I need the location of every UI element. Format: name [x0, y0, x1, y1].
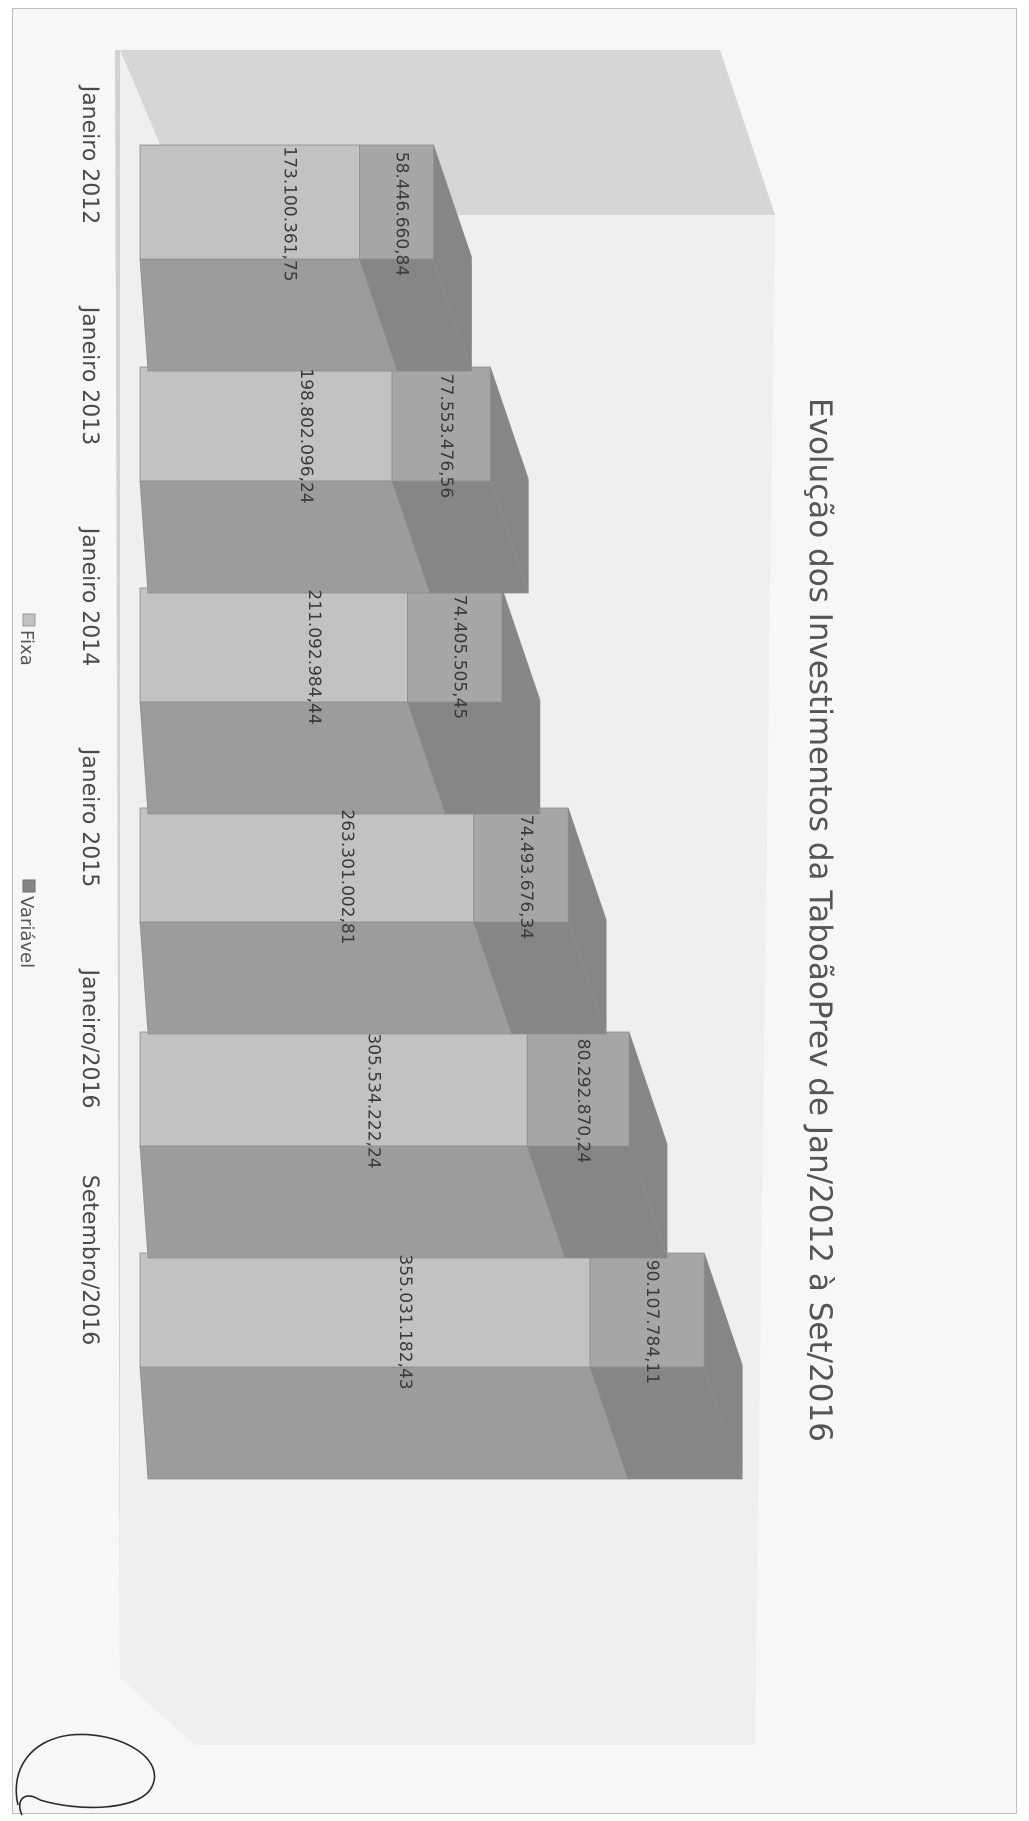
bar-fixa-depth [139, 1366, 629, 1480]
bar-variavel [589, 1252, 705, 1368]
category-label: Janeiro 2012 [77, 84, 102, 225]
data-label-fixa: 305.534.222,24 [364, 1033, 384, 1168]
bar-fixa-depth [139, 1145, 566, 1259]
legend-swatch-variavel [22, 879, 36, 893]
bar-fixa-depth [139, 701, 447, 815]
bar-variavel [359, 144, 434, 260]
category-label: Janeiro/2016 [77, 968, 102, 1109]
legend: Fixa Variável [16, 613, 37, 968]
bars-layer [139, 144, 743, 1480]
chart-title: Evolução dos Investimentos da TaboãoPrev… [802, 398, 838, 1442]
bar-variavel [473, 807, 569, 923]
bar-fixa [139, 587, 408, 703]
bar-fixa [139, 144, 360, 260]
data-label-variavel: 80.292.870,24 [573, 1039, 593, 1163]
bar-fixa [139, 807, 475, 923]
bar-fixa [139, 1252, 591, 1368]
data-label-variavel: 74.405.505,45 [450, 595, 470, 719]
bar-fixa-depth [139, 921, 513, 1035]
legend-swatch-fixa [22, 613, 36, 627]
category-label: Janeiro 2015 [77, 747, 102, 888]
bar-fixa-depth [139, 258, 398, 372]
data-label-variavel: 77.553.476,56 [436, 374, 456, 498]
bar-variavel [407, 587, 503, 703]
category-label: Setembro/2016 [77, 1175, 102, 1345]
data-label-fixa: 198.802.096,24 [296, 368, 316, 503]
bar-variavel [391, 366, 491, 482]
data-label-fixa: 211.092.984,44 [304, 589, 324, 724]
bar-fixa [139, 1031, 528, 1147]
data-label-fixa: 263.301.002,81 [337, 809, 357, 944]
signature [15, 1733, 156, 1816]
category-label: Janeiro 2013 [77, 305, 102, 446]
data-label-variavel: 90.107.784,11 [642, 1260, 662, 1384]
data-label-variavel: 58.446.660,84 [391, 152, 411, 276]
data-label-fixa: 355.031.182,43 [395, 1254, 415, 1389]
category-label: Janeiro 2014 [77, 526, 102, 667]
legend-label-variavel: Variável [16, 896, 37, 968]
legend-label-fixa: Fixa [16, 630, 37, 666]
category-axis: Janeiro 2012 Janeiro 2013 Janeiro 2014 J… [77, 84, 102, 1346]
bar-variavel [526, 1031, 630, 1147]
data-label-variavel: 74.493.676,34 [516, 815, 536, 939]
bar-fixa [139, 366, 393, 482]
labels-layer: 355.031.182,43 90.107.784,11 305.534.222,2… [280, 146, 662, 1389]
bar-fixa-depth [139, 480, 431, 594]
data-label-fixa: 173.100.361,75 [280, 146, 300, 281]
